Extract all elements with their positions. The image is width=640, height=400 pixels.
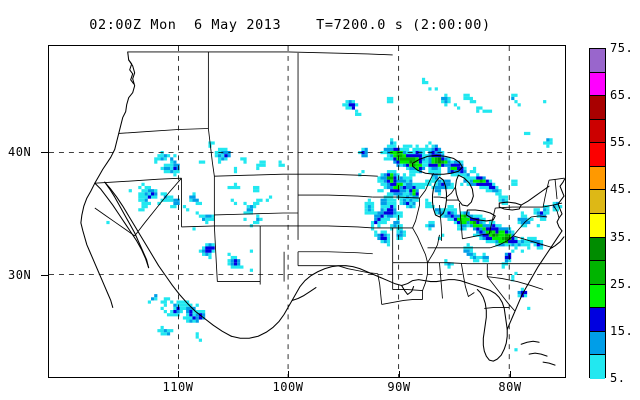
colorbar-band-25: [590, 284, 605, 309]
state-border-layer: [94, 51, 565, 312]
figure-title: 02:00Z Mon 6 May 2013 T=7200.0 s (2:00:0…: [89, 17, 491, 33]
colorbar-band-40: [590, 213, 605, 238]
colorbar-label-25: 25.: [610, 276, 634, 291]
reflectivity-colorbar: [589, 48, 606, 379]
x-tick-label-110w: 110W: [162, 380, 194, 394]
reflectivity-echoes: [106, 77, 563, 352]
colorbar-band-70: [590, 72, 605, 97]
y-tick-label-40n: 40N: [8, 145, 32, 159]
graticule-layer: [49, 46, 565, 377]
coastline-layer: [80, 51, 565, 366]
colorbar-band-50: [590, 166, 605, 191]
colorbar-label-35: 35.: [610, 229, 634, 244]
colorbar-band-10: [590, 355, 605, 379]
colorbar-label-75: 75.: [610, 41, 634, 55]
map-canvas: [49, 46, 565, 377]
x-tick-label-100w: 100W: [272, 380, 304, 394]
colorbar-band-60: [590, 119, 605, 144]
colorbar-label-45: 45.: [610, 182, 634, 197]
colorbar-band-65: [590, 96, 605, 120]
colorbar-band-75: [590, 49, 605, 73]
y-tick-label-30n: 30N: [8, 268, 32, 282]
colorbar-band-30: [590, 261, 605, 285]
colorbar-band-55: [590, 143, 605, 167]
colorbar-label-65: 65.: [610, 88, 634, 103]
x-tick-label-90w: 90W: [387, 380, 411, 394]
colorbar-band-15: [590, 331, 605, 356]
colorbar-label-55: 55.: [610, 135, 634, 150]
x-tick-label-80w: 80W: [498, 380, 522, 394]
colorbar-label-15: 15.: [610, 323, 634, 338]
colorbar-label-5: 5.: [610, 371, 626, 385]
colorbar-band-20: [590, 308, 605, 332]
colorbar-band-35: [590, 237, 605, 262]
colorbar-band-45: [590, 190, 605, 214]
map-plot-area: [48, 45, 566, 378]
